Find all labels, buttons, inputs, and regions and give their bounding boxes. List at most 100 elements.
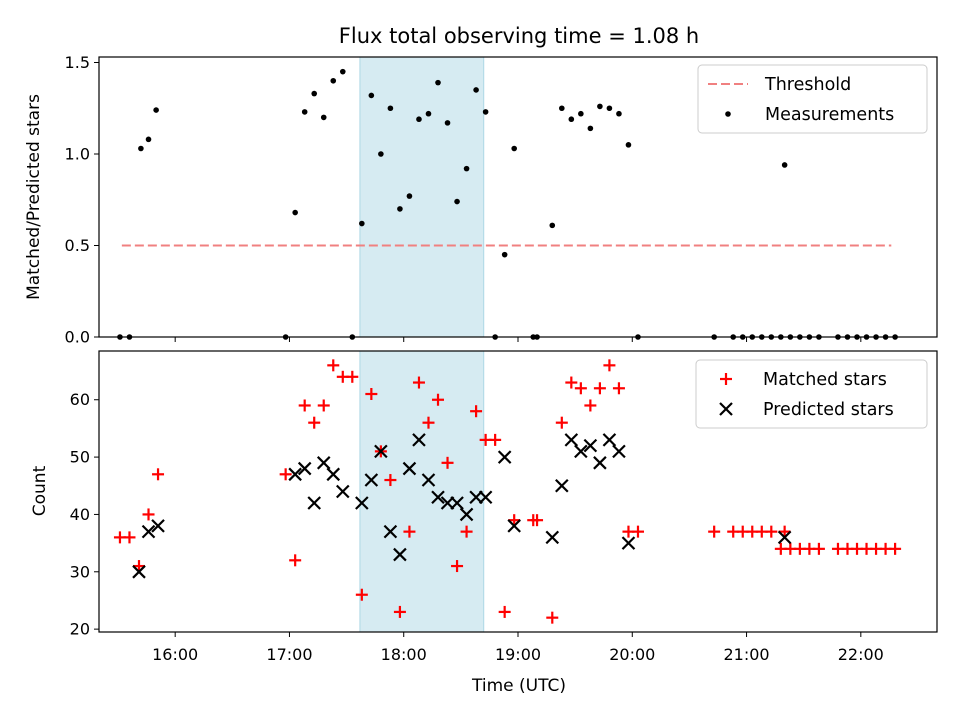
matched-star-points bbox=[113, 359, 902, 624]
bottom-y-tick-label: 40 bbox=[70, 505, 90, 524]
bottom-y-tick-label: 20 bbox=[70, 620, 90, 639]
matched-star-point bbox=[565, 376, 578, 389]
bottom-highlight-span bbox=[359, 350, 485, 633]
predicted-marker-stroke bbox=[297, 461, 312, 476]
matched-legend-label: Matched stars bbox=[763, 370, 887, 390]
predicted-star-point bbox=[574, 444, 588, 459]
bottom-y-axis-ticks: 20 30 40 50 60 bbox=[70, 390, 99, 639]
matched-star-point bbox=[778, 525, 791, 538]
measurement-point bbox=[368, 92, 375, 99]
top-y-tick-label: 1.0 bbox=[65, 144, 90, 163]
predicted-marker-stroke bbox=[374, 444, 388, 459]
predicted-star-point bbox=[612, 444, 626, 459]
measurement-point bbox=[435, 79, 441, 86]
top-y-tick-label: 1.5 bbox=[65, 53, 90, 72]
matched-star-point bbox=[470, 405, 483, 418]
predicted-star-point bbox=[564, 433, 579, 447]
predicted-marker-stroke bbox=[364, 473, 379, 487]
predicted-star-point bbox=[326, 467, 341, 482]
bottom-panel: 20 30 40 50 60 16:00 17:00 18:00 19:00 20:00 21:0… bbox=[30, 350, 938, 696]
matched-star-point bbox=[365, 388, 378, 401]
predicted-marker-stroke bbox=[545, 530, 560, 545]
bottom-y-axis-label: Count bbox=[30, 465, 50, 516]
predicted-star-points bbox=[132, 433, 792, 579]
predicted-star-point bbox=[478, 490, 493, 505]
matched-star-point bbox=[441, 456, 454, 469]
predicted-star-point bbox=[288, 467, 302, 482]
matched-star-point bbox=[612, 382, 625, 395]
measurement-point bbox=[597, 103, 603, 110]
predicted-marker-stroke bbox=[459, 507, 474, 522]
predicted-marker-stroke bbox=[383, 524, 398, 539]
matched-star-point bbox=[574, 382, 587, 395]
x-tick-label: 19:00 bbox=[495, 645, 541, 664]
threshold-legend-label: Threshold bbox=[764, 75, 851, 95]
predicted-star-point bbox=[316, 456, 331, 470]
measurement-point bbox=[311, 90, 318, 97]
predicted-marker-stroke bbox=[141, 524, 156, 539]
predicted-star-point bbox=[132, 565, 146, 579]
predicted-star-point bbox=[621, 536, 636, 550]
measurement-point bbox=[606, 105, 613, 112]
predicted-marker-stroke bbox=[583, 438, 598, 453]
measurement-point bbox=[339, 68, 346, 75]
matched-star-point bbox=[308, 416, 321, 429]
x-tick-label: 17:00 bbox=[266, 645, 312, 664]
matched-star-point bbox=[142, 508, 155, 521]
bottom-y-tick-label: 30 bbox=[70, 562, 90, 581]
predicted-marker-stroke bbox=[450, 496, 464, 510]
matched-star-point bbox=[422, 416, 435, 429]
bottom-x-axis-ticks: 16:00 17:00 18:00 19:00 20:00 21:00 22:00 bbox=[152, 632, 884, 664]
measurements-legend-swatch bbox=[725, 111, 731, 117]
x-tick-label: 18:00 bbox=[381, 645, 427, 664]
matched-star-point bbox=[123, 531, 136, 544]
predicted-star-point bbox=[555, 478, 569, 493]
measurement-point bbox=[473, 87, 479, 93]
matched-star-point bbox=[498, 605, 511, 618]
chart-title: Flux total observing time = 1.08 h bbox=[339, 24, 699, 48]
measurement-point bbox=[559, 105, 565, 112]
predicted-star-point bbox=[602, 433, 617, 447]
top-legend-box bbox=[697, 64, 928, 134]
measurement-point bbox=[359, 220, 365, 227]
x-tick-label: 20:00 bbox=[609, 645, 655, 664]
predicted-marker-stroke bbox=[402, 461, 417, 476]
predicted-star-point bbox=[402, 461, 417, 476]
measurement-point bbox=[320, 114, 327, 121]
predicted-marker-stroke bbox=[507, 519, 521, 533]
measurement-point bbox=[625, 142, 632, 148]
matched-star-point bbox=[812, 542, 825, 555]
x-axis-label: Time (UTC) bbox=[471, 676, 566, 696]
measurement-point bbox=[138, 145, 144, 152]
matched-star-point bbox=[546, 611, 559, 624]
matched-star-point bbox=[603, 359, 616, 372]
predicted-marker-stroke bbox=[593, 456, 607, 470]
predicted-marker-stroke bbox=[288, 467, 302, 482]
measurement-point bbox=[454, 198, 460, 205]
predicted-marker-stroke bbox=[151, 519, 165, 533]
measurements-legend-label: Measurements bbox=[765, 105, 894, 125]
predicted-marker-stroke bbox=[316, 456, 331, 470]
bottom-legend: Matched stars Predicted stars bbox=[695, 359, 928, 429]
predicted-marker-stroke bbox=[555, 478, 569, 493]
top-legend: Threshold Measurements bbox=[697, 64, 928, 134]
predicted-legend-label: Predicted stars bbox=[763, 400, 894, 420]
measurement-point bbox=[616, 110, 622, 117]
measurement-point bbox=[397, 206, 403, 212]
predicted-star-point bbox=[383, 524, 398, 539]
predicted-star-point bbox=[336, 484, 350, 499]
bottom-y-tick-label: 60 bbox=[70, 390, 90, 409]
bottom-legend-box bbox=[695, 359, 928, 429]
predicted-legend-swatch bbox=[719, 402, 733, 416]
matched-star-point bbox=[412, 376, 425, 389]
measurement-point bbox=[145, 136, 152, 143]
predicted-star-point bbox=[777, 530, 792, 545]
matched-star-point bbox=[289, 554, 302, 567]
measurement-point bbox=[416, 116, 422, 123]
matched-star-point bbox=[317, 399, 330, 412]
predicted-marker-stroke bbox=[132, 565, 146, 579]
matched-star-point bbox=[508, 514, 521, 527]
measurement-point bbox=[387, 105, 394, 112]
matched-star-point bbox=[451, 560, 464, 573]
